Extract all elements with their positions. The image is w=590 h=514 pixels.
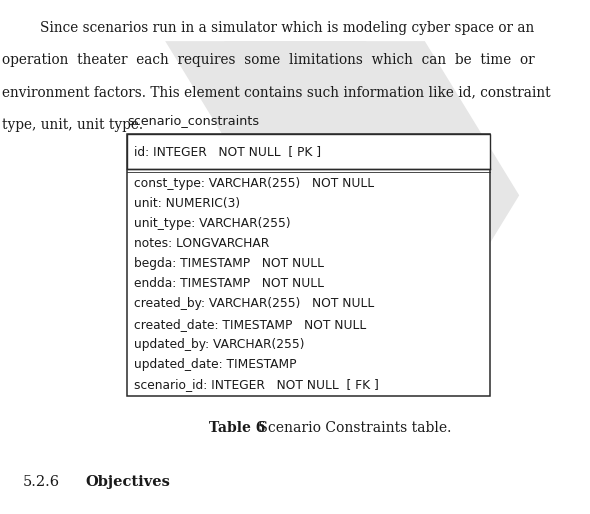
- Text: updated_date: TIMESTAMP: updated_date: TIMESTAMP: [134, 358, 296, 371]
- Bar: [127, 134, 490, 396]
- Text: unit_type: VARCHAR(255): unit_type: VARCHAR(255): [134, 217, 290, 230]
- Text: environment factors. This element contains such information like id, constraint: environment factors. This element contai…: [2, 85, 551, 99]
- Text: endda: TIMESTAMP   NOT NULL: endda: TIMESTAMP NOT NULL: [134, 278, 324, 290]
- Text: operation  theater  each  requires  some  limitations  which  can  be  time  or: operation theater each requires some lim…: [2, 53, 535, 67]
- Text: updated_by: VARCHAR(255): updated_by: VARCHAR(255): [134, 338, 304, 351]
- Text: created_date: TIMESTAMP   NOT NULL: created_date: TIMESTAMP NOT NULL: [134, 318, 366, 331]
- Text: const_type: VARCHAR(255)   NOT NULL: const_type: VARCHAR(255) NOT NULL: [134, 177, 374, 190]
- Polygon shape: [224, 41, 519, 350]
- Text: scenario_id: INTEGER   NOT NULL  [ FK ]: scenario_id: INTEGER NOT NULL [ FK ]: [134, 378, 379, 391]
- Text: Since scenarios run in a simulator which is modeling cyber space or an: Since scenarios run in a simulator which…: [40, 21, 535, 34]
- Text: begda: TIMESTAMP   NOT NULL: begda: TIMESTAMP NOT NULL: [134, 257, 324, 270]
- Text: type, unit, unit type.: type, unit, unit type.: [2, 118, 143, 132]
- Text: scenario_constraints: scenario_constraints: [127, 114, 259, 127]
- Text: notes: LONGVARCHAR: notes: LONGVARCHAR: [134, 237, 269, 250]
- Text: Objectives: Objectives: [86, 475, 171, 489]
- Text: 5.2.6: 5.2.6: [22, 475, 60, 489]
- Text: unit: NUMERIC(3): unit: NUMERIC(3): [134, 197, 240, 210]
- Text: Scenario Constraints table.: Scenario Constraints table.: [254, 420, 451, 435]
- Bar: [127, 134, 490, 169]
- Polygon shape: [165, 41, 460, 350]
- Text: Table 6: Table 6: [209, 420, 266, 435]
- Text: id: INTEGER   NOT NULL  [ PK ]: id: INTEGER NOT NULL [ PK ]: [134, 144, 321, 158]
- Text: created_by: VARCHAR(255)   NOT NULL: created_by: VARCHAR(255) NOT NULL: [134, 298, 374, 310]
